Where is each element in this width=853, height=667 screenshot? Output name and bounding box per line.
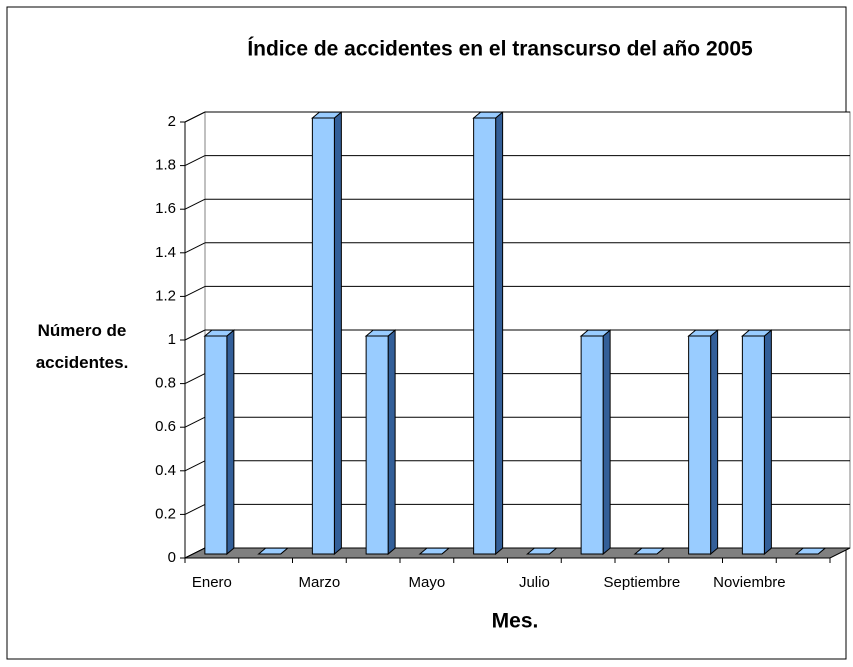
y-tick-label: 0: [168, 549, 176, 566]
bar: [204, 335, 228, 555]
grid-line: [184, 198, 206, 210]
y-tick-label: 2: [168, 113, 176, 130]
bar: [473, 117, 497, 555]
grid-line: [184, 155, 206, 167]
bar-top: [794, 547, 827, 555]
y-tick-label: 0.8: [155, 375, 176, 392]
grid-line: [184, 460, 206, 472]
y-tick-label: 1.4: [155, 244, 176, 261]
chart-title: Índice de accidentes en el transcurso de…: [247, 38, 753, 61]
bar-top: [633, 547, 666, 555]
y-tick-label: 1.8: [155, 157, 176, 174]
bar-top: [257, 547, 290, 555]
x-tick-label: Julio: [519, 574, 550, 591]
bar-side: [495, 111, 504, 556]
bar: [688, 335, 712, 555]
grid-line: [184, 285, 206, 297]
x-tick-label: Mayo: [409, 574, 446, 591]
y-tick-label: 0.4: [155, 462, 176, 479]
x-axis-label: Mes.: [492, 610, 539, 633]
bar: [311, 117, 335, 555]
bar-side: [226, 329, 235, 556]
grid-line: [184, 242, 206, 254]
bar-side: [333, 111, 342, 556]
grid-line: [184, 503, 206, 515]
bar-side: [710, 329, 719, 556]
x-tick-label: Marzo: [299, 574, 341, 591]
grid-line: [184, 111, 206, 123]
x-tick-label: Noviembre: [713, 574, 786, 591]
y-tick-label: 1: [168, 331, 176, 348]
bar-top: [525, 547, 558, 555]
y-tick-label: 1.6: [155, 200, 176, 217]
bar-side: [763, 329, 772, 556]
x-tick-label: Enero: [192, 574, 232, 591]
bar: [365, 335, 389, 555]
y-tick-label: 0.6: [155, 418, 176, 435]
grid-line: [184, 329, 206, 341]
x-tick-label: Septiembre: [604, 574, 681, 591]
y-tick-label: 1.2: [155, 287, 176, 304]
bar-side: [602, 329, 611, 556]
bar-side: [387, 329, 396, 556]
bar-top: [418, 547, 451, 555]
bar: [580, 335, 604, 555]
grid-line: [184, 373, 206, 385]
bar: [741, 335, 765, 555]
y-tick-label: 0.2: [155, 505, 176, 522]
y-axis-label: Número de accidentes.: [35, 321, 129, 372]
grid-line: [184, 416, 206, 428]
